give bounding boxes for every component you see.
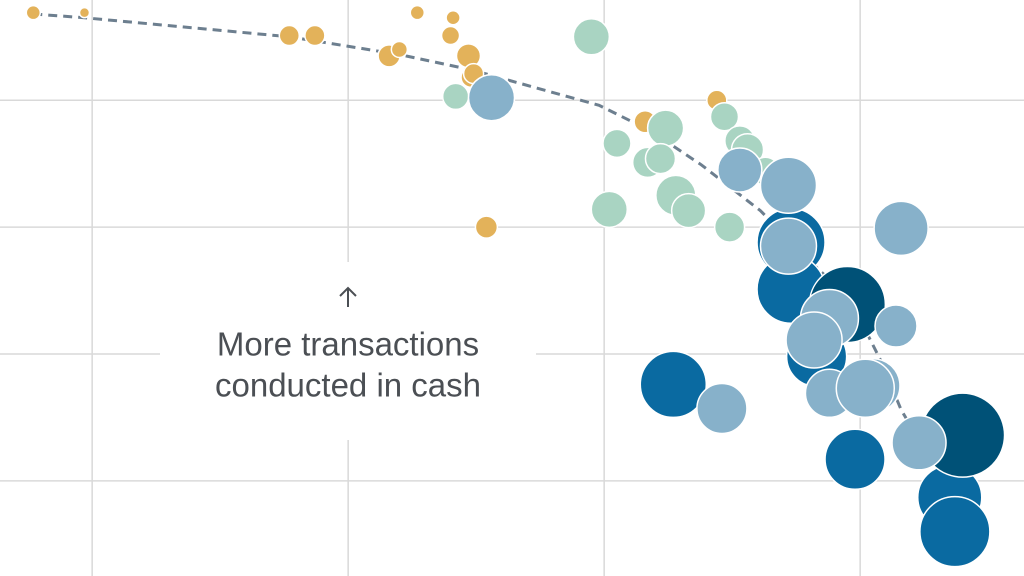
bubble: [891, 415, 947, 471]
bubble: [713, 211, 746, 243]
bubble: [572, 18, 611, 56]
bubble: [670, 192, 707, 229]
bubble: [590, 190, 629, 229]
bubble: [278, 24, 301, 47]
bubble: [474, 215, 499, 239]
bubble: [440, 25, 461, 46]
bubble: [709, 101, 740, 132]
bubble: [304, 24, 326, 47]
bubble: [25, 4, 42, 21]
bubble: [759, 156, 818, 214]
bubble: [646, 109, 685, 147]
bubble: [644, 142, 677, 175]
bubble: [78, 6, 91, 19]
annotation-line: conducted in cash: [215, 367, 481, 404]
annotation-line: More transactions: [217, 326, 479, 363]
bubble: [390, 40, 409, 59]
bubble: [785, 311, 843, 369]
bubble: [874, 304, 918, 348]
bubble: [639, 350, 708, 419]
bubble: [919, 495, 991, 568]
bubble: [602, 128, 632, 159]
bubble: [409, 4, 426, 21]
annotation-arrow: [339, 286, 357, 307]
bubble: [717, 147, 763, 193]
bubble: [467, 73, 516, 122]
bubble: [873, 200, 929, 257]
annotation: More transactions conducted in cash: [160, 262, 536, 440]
bubble: [835, 358, 896, 418]
bubble: [759, 217, 818, 275]
bubble: [696, 382, 748, 435]
bubble: [441, 82, 470, 111]
bubble: [824, 428, 886, 491]
bubble: [445, 10, 461, 26]
bubbles: [25, 4, 1006, 568]
